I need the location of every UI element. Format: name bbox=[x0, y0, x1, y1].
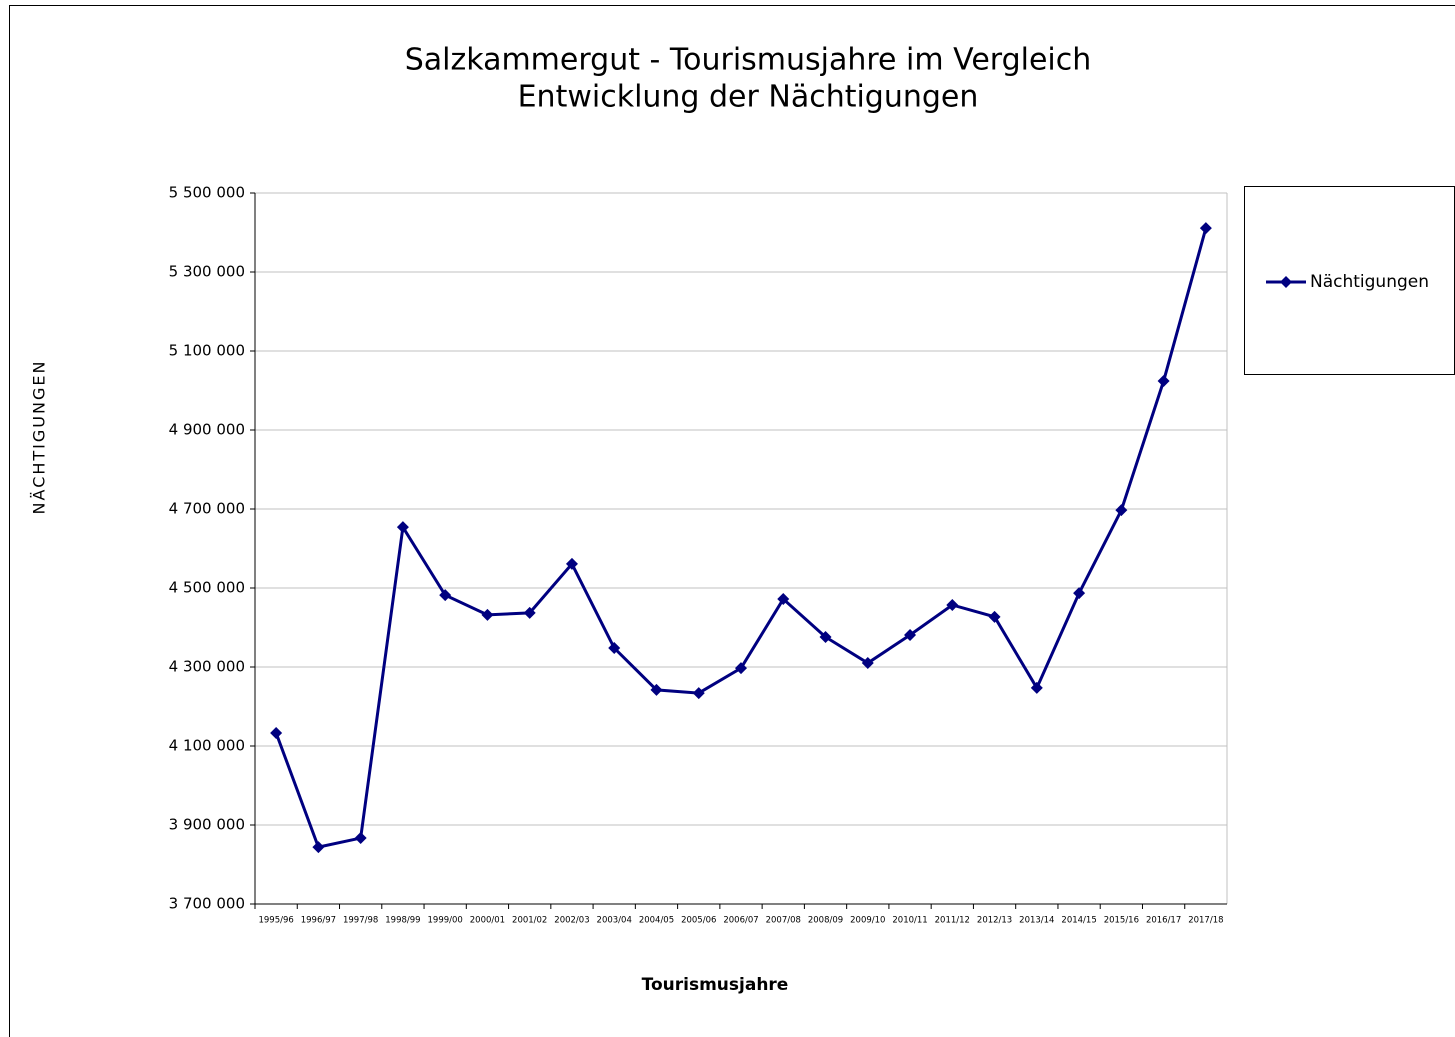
marker bbox=[735, 662, 747, 675]
chart-title: Salzkammergut - Tourismusjahre im Vergle… bbox=[405, 43, 1092, 78]
marker bbox=[861, 657, 874, 670]
y-tick-label: 3 900 000 bbox=[169, 816, 245, 834]
marker bbox=[1073, 587, 1086, 600]
marker bbox=[565, 557, 578, 570]
y-tick-label: 5 300 000 bbox=[169, 263, 245, 281]
x-tick-label: 1999/00 bbox=[428, 916, 463, 926]
x-tick-label: 2016/17 bbox=[1146, 916, 1181, 926]
marker bbox=[481, 608, 494, 621]
x-tick-label: 2010/11 bbox=[892, 916, 927, 926]
x-tick-label: 2005/06 bbox=[681, 916, 716, 926]
y-tick-label: 4 300 000 bbox=[169, 658, 245, 676]
marker bbox=[904, 629, 917, 642]
legend-label: Nächtigungen bbox=[1310, 272, 1429, 292]
x-tick-label: 2009/10 bbox=[850, 916, 885, 926]
x-tick-label: 2013/14 bbox=[1019, 916, 1054, 926]
y-tick-label: 4 500 000 bbox=[169, 579, 245, 597]
marker bbox=[523, 606, 536, 619]
marker bbox=[777, 593, 790, 606]
y-tick-label: 3 700 000 bbox=[169, 895, 245, 913]
y-tick-label: 4 900 000 bbox=[169, 421, 245, 439]
marker bbox=[270, 726, 283, 739]
y-tick-label: 4 700 000 bbox=[169, 500, 245, 518]
x-tick-label: 2012/13 bbox=[977, 916, 1012, 926]
y-axis-label: NÄCHTIGUNGEN bbox=[30, 360, 49, 515]
y-tick-label: 4 100 000 bbox=[169, 737, 245, 755]
x-axis-label: Tourismusjahre bbox=[642, 975, 789, 995]
x-tick-label: 1996/97 bbox=[301, 916, 336, 926]
marker bbox=[396, 521, 409, 534]
marker bbox=[650, 683, 663, 696]
x-tick-label: 1998/99 bbox=[385, 916, 420, 926]
marker bbox=[608, 642, 621, 655]
marker bbox=[946, 598, 959, 611]
marker bbox=[819, 630, 832, 643]
x-tick-label: 1997/98 bbox=[343, 916, 378, 926]
marker bbox=[312, 841, 325, 854]
x-tick-label: 1995/96 bbox=[258, 916, 293, 926]
marker bbox=[692, 687, 705, 700]
marker bbox=[1115, 504, 1128, 517]
chart-subtitle: Entwicklung der Nächtigungen bbox=[518, 80, 979, 115]
x-tick-label: 2007/08 bbox=[766, 916, 801, 926]
marker bbox=[988, 610, 1001, 623]
y-tick-label: 5 500 000 bbox=[169, 184, 245, 202]
x-tick-label: 2003/04 bbox=[597, 916, 632, 926]
marker bbox=[354, 832, 367, 845]
marker bbox=[1030, 681, 1043, 694]
x-tick-label: 2004/05 bbox=[639, 916, 674, 926]
x-tick-label: 2002/03 bbox=[554, 916, 589, 926]
y-tick-label: 5 100 000 bbox=[169, 342, 245, 360]
marker bbox=[439, 589, 452, 602]
marker bbox=[1199, 222, 1212, 235]
x-tick-label: 2008/09 bbox=[808, 916, 843, 926]
x-tick-label: 2006/07 bbox=[723, 916, 758, 926]
x-tick-label: 2000/01 bbox=[470, 916, 505, 926]
legend-marker bbox=[1280, 276, 1292, 288]
marker bbox=[1157, 375, 1170, 388]
x-tick-label: 2014/15 bbox=[1061, 916, 1096, 926]
x-tick-label: 2011/12 bbox=[935, 916, 970, 926]
series-line bbox=[274, 227, 1208, 849]
x-tick-label: 2015/16 bbox=[1104, 916, 1139, 926]
x-tick-label: 2017/18 bbox=[1188, 916, 1223, 926]
x-tick-label: 2001/02 bbox=[512, 916, 547, 926]
